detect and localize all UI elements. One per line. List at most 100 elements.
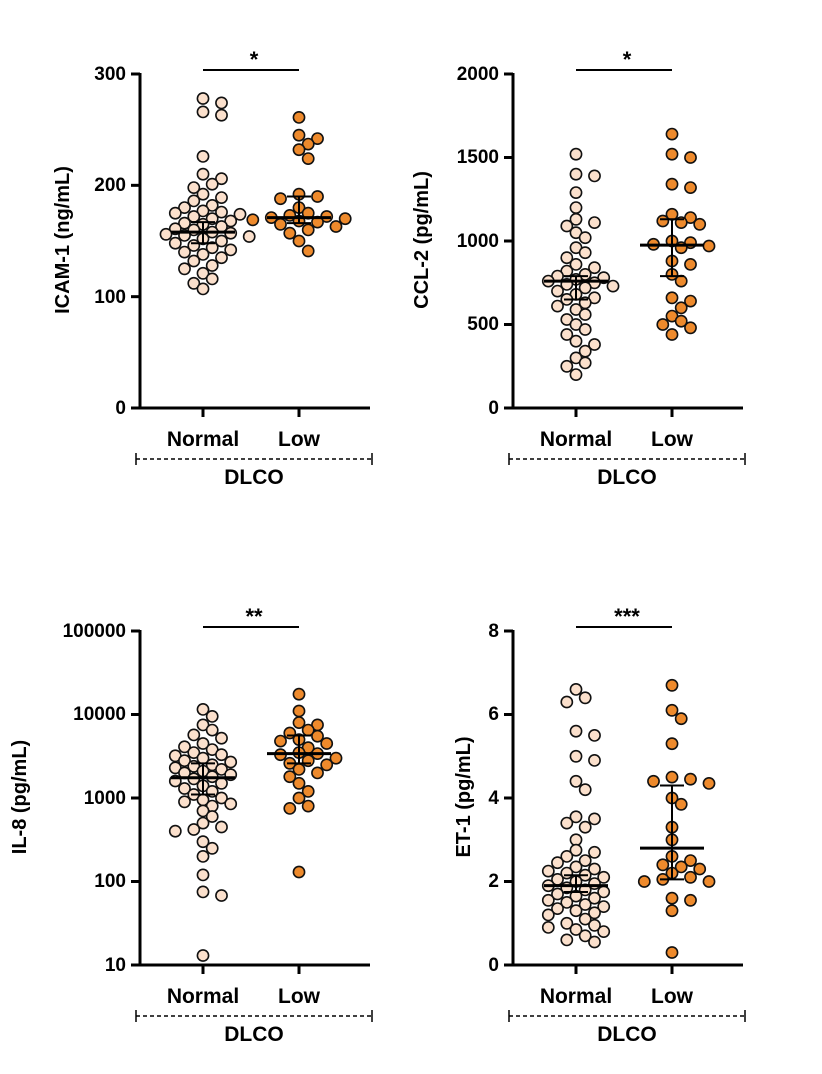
point-normal-5 (569, 212, 583, 226)
point-normal-6 (588, 753, 601, 767)
point-low-26 (665, 328, 679, 341)
y-axis-label: CCL-2 (pg/mL) (411, 171, 433, 309)
y-tick-label-3: 10000 (73, 704, 126, 725)
y-tick-label-2: 4 (488, 788, 499, 809)
point-low-23 (684, 893, 697, 907)
point-low-18 (684, 870, 697, 884)
point-normal-16 (560, 849, 574, 863)
point-normal-3 (215, 108, 228, 122)
x-group-label: DLCO (597, 466, 657, 489)
point-normal-1 (205, 709, 219, 723)
point-normal-25 (215, 776, 228, 790)
point-normal-44 (196, 868, 210, 882)
point-normal-0 (196, 92, 210, 105)
point-normal-43 (196, 266, 210, 280)
y-tick-label-2: 1000 (84, 788, 126, 809)
y-tick-label-1: 100 (94, 287, 126, 308)
point-normal-35 (205, 241, 219, 255)
point-low-21 (283, 226, 297, 240)
point-normal-14 (224, 755, 238, 769)
significance-label: * (250, 47, 259, 72)
point-normal-5 (215, 731, 228, 745)
point-normal-4 (569, 201, 583, 214)
point-normal-18 (551, 856, 564, 870)
point-normal-47 (569, 923, 583, 936)
y-axis-label: IL-8 (pg/mL) (9, 740, 31, 854)
point-normal-36 (560, 895, 574, 909)
point-normal-42 (541, 908, 555, 922)
point-low-3 (665, 737, 679, 751)
point-low-23 (292, 791, 306, 805)
y-tick-label-0: 0 (488, 955, 499, 976)
point-normal-50 (560, 933, 574, 947)
point-normal-7 (178, 740, 191, 754)
point-low-0 (665, 678, 679, 692)
point-normal-19 (569, 860, 583, 874)
point-low-4 (665, 770, 679, 784)
point-low-16 (693, 862, 707, 876)
point-low-0 (665, 127, 679, 141)
x-category-normal: Normal (540, 428, 612, 451)
point-normal-32 (578, 308, 592, 321)
point-normal-38 (196, 247, 210, 261)
point-normal-38 (597, 900, 611, 913)
point-normal-39 (187, 823, 201, 836)
point-normal-42 (205, 841, 219, 855)
point-normal-20 (588, 862, 601, 876)
point-low-20 (283, 770, 297, 784)
point-normal-13 (178, 754, 191, 768)
point-low-14 (656, 858, 670, 872)
point-low-1 (292, 704, 306, 718)
point-low-15 (674, 860, 688, 874)
point-normal-40 (569, 904, 583, 918)
point-normal-5 (196, 167, 210, 181)
point-normal-36 (560, 328, 574, 341)
point-low-18 (274, 217, 287, 231)
x-category-low: Low (278, 428, 321, 451)
point-normal-1 (578, 691, 592, 705)
y-axis-label: ICAM-1 (ng/mL) (52, 166, 74, 314)
point-normal-17 (578, 854, 592, 867)
point-normal-7 (569, 774, 583, 788)
point-normal-5 (569, 749, 583, 763)
y-tick-label-0: 10 (105, 955, 126, 976)
point-low-13 (684, 854, 697, 867)
point-normal-12 (578, 820, 592, 834)
point-normal-51 (588, 935, 601, 949)
significance-label: * (623, 47, 632, 72)
point-normal-41 (578, 356, 592, 370)
point-normal-43 (196, 849, 210, 863)
point-low-24 (665, 904, 679, 918)
point-low-24 (301, 799, 315, 813)
point-normal-30 (242, 230, 256, 243)
point-normal-21 (541, 864, 555, 878)
point-low-20 (301, 223, 315, 237)
point-normal-3 (569, 724, 583, 738)
point-normal-37 (196, 816, 210, 830)
point-low-6 (311, 729, 324, 743)
point-low-22 (301, 784, 315, 798)
point-normal-7 (205, 177, 219, 191)
point-low-19 (665, 291, 679, 305)
point-normal-45 (196, 885, 210, 899)
point-normal-15 (215, 205, 228, 219)
point-normal-13 (178, 201, 191, 214)
point-low-1 (665, 703, 679, 717)
point-low-20 (684, 294, 697, 308)
point-low-21 (292, 776, 306, 790)
x-category-low: Low (278, 985, 321, 1008)
panel-ccl2: CCL-2 (pg/mL) Normal Low DLCO * 0 500 10… (411, 47, 746, 489)
point-normal-2 (560, 695, 574, 709)
point-normal-41 (205, 259, 219, 272)
point-normal-30 (551, 299, 564, 313)
point-normal-16 (168, 206, 182, 220)
y-tick-label-1: 2 (488, 871, 499, 892)
point-normal-47 (196, 949, 210, 962)
point-low-15 (301, 754, 315, 768)
point-normal-27 (178, 782, 191, 795)
point-low-7 (702, 776, 716, 790)
point-normal-45 (187, 276, 201, 290)
point-normal-3 (569, 186, 583, 199)
point-low-2 (684, 151, 697, 164)
point-normal-33 (224, 797, 238, 811)
